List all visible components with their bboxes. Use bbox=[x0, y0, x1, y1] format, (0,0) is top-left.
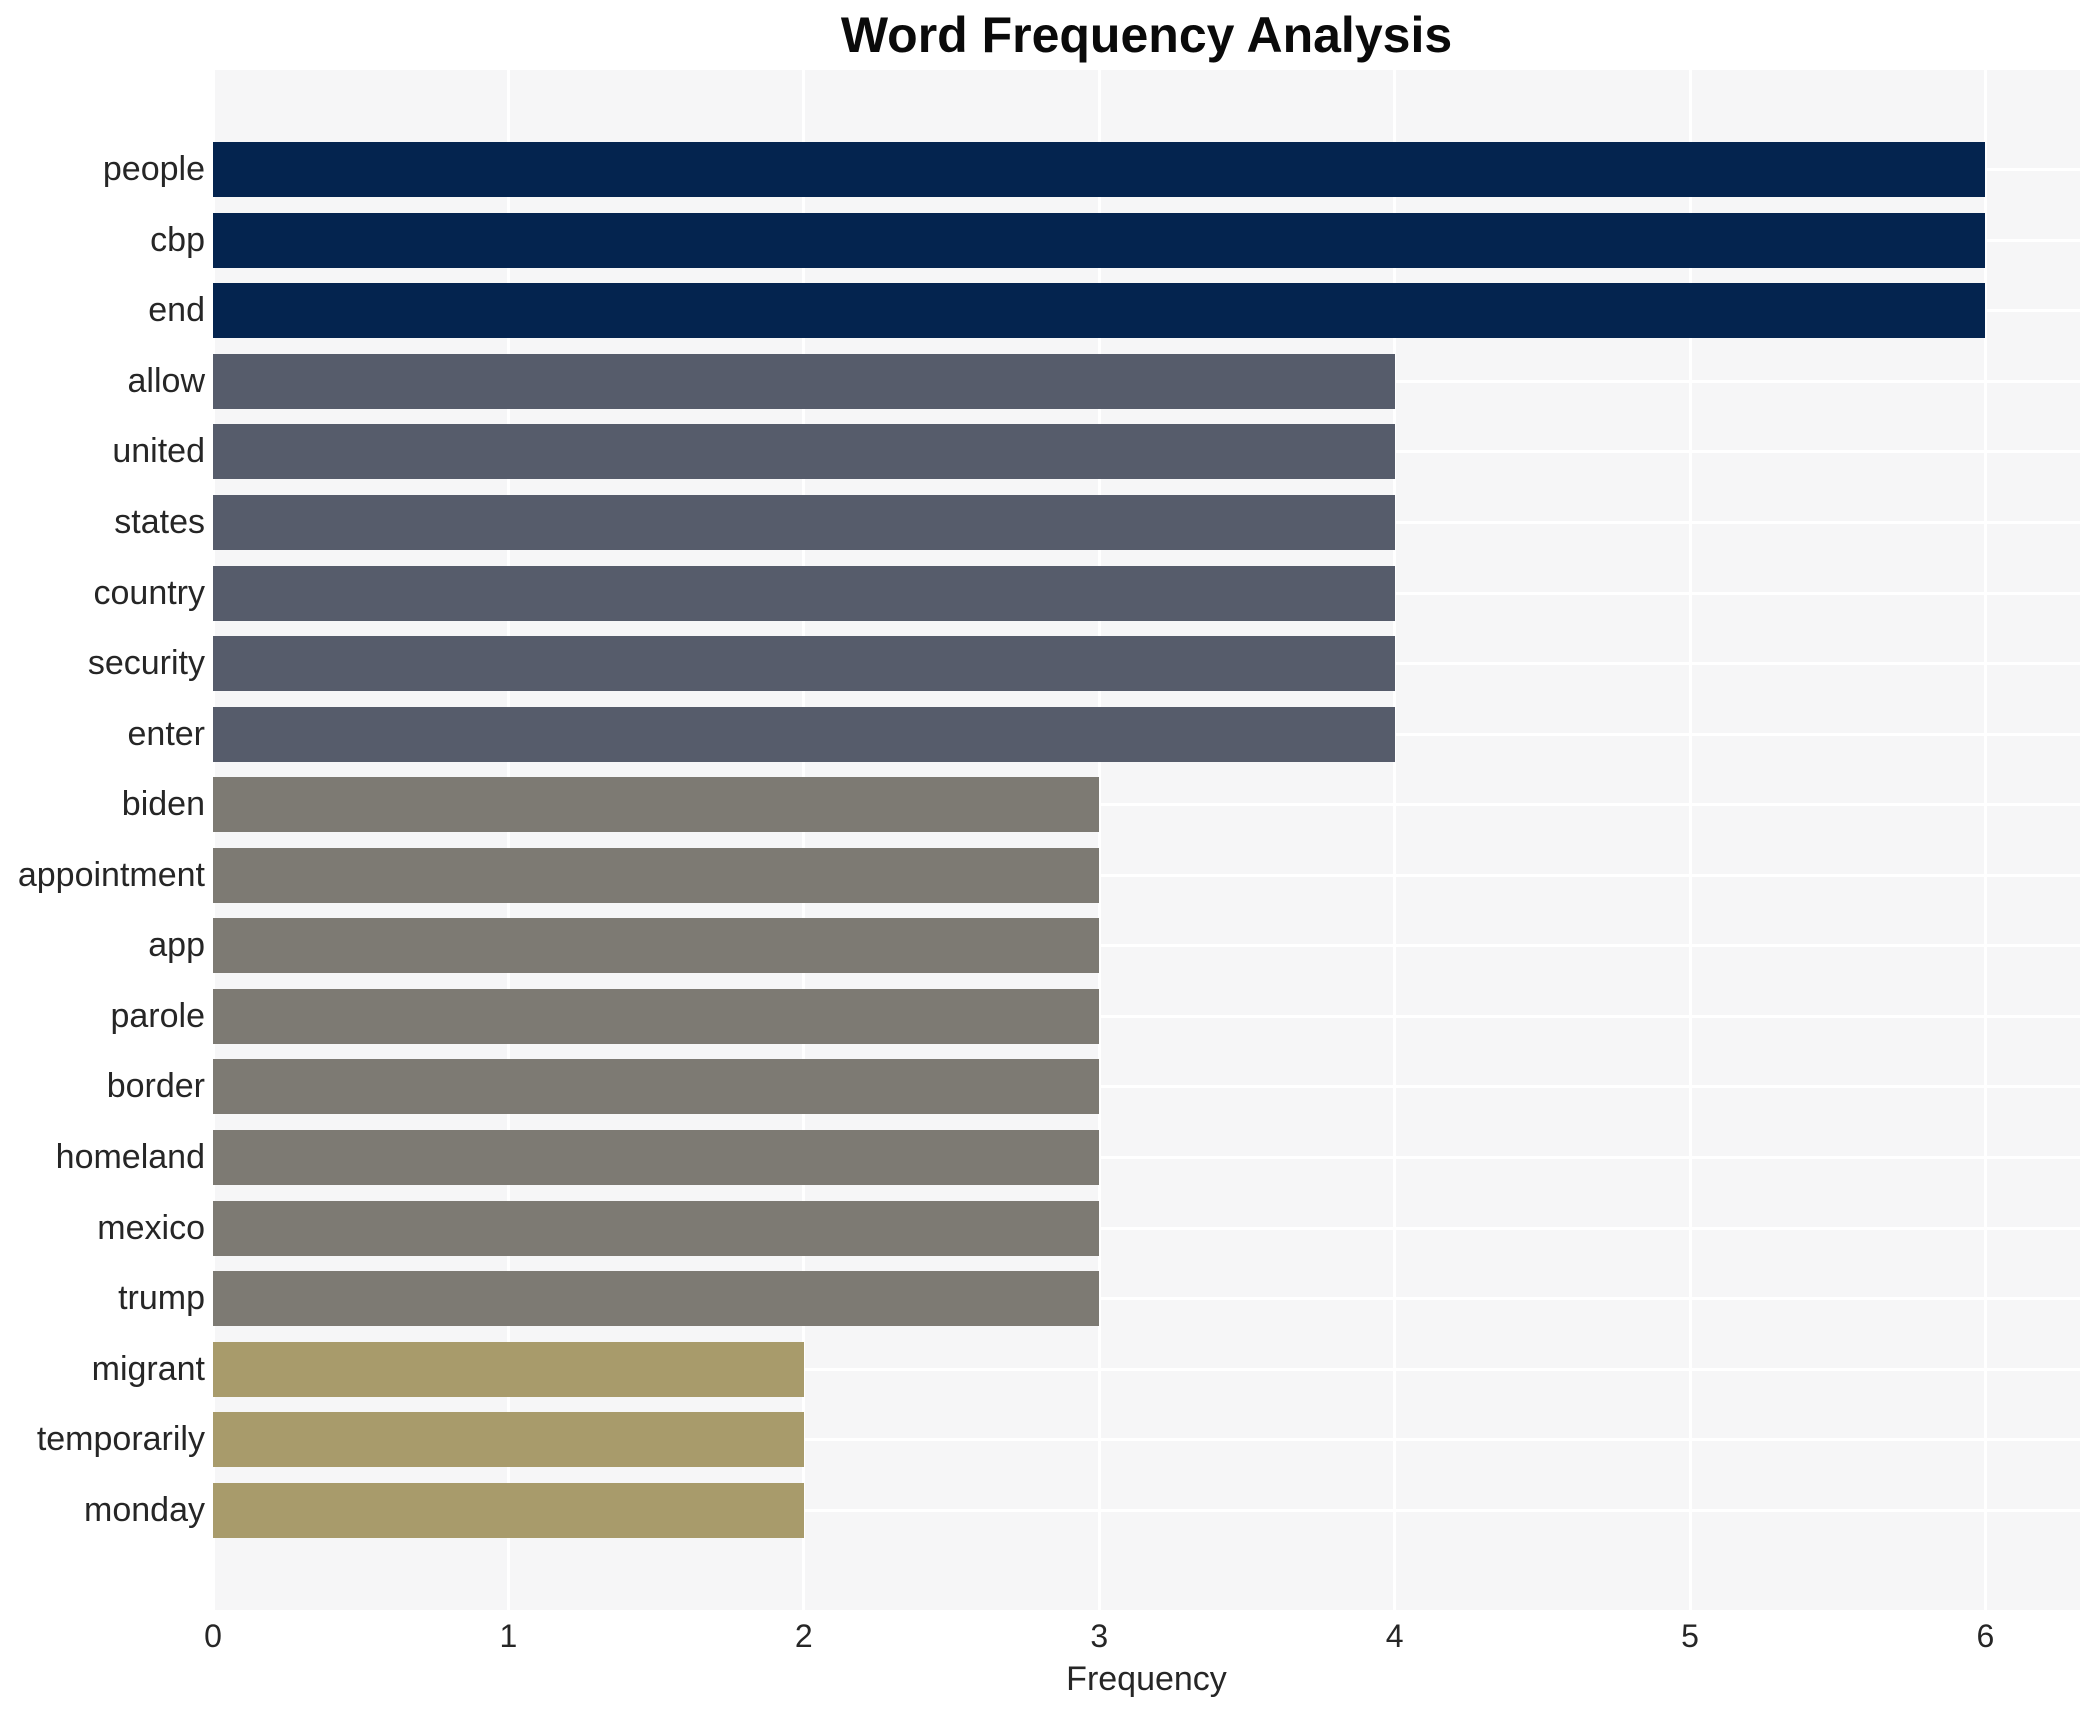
x-tick-label-1: 1 bbox=[499, 1618, 518, 1654]
y-tick-label-states: states bbox=[114, 503, 205, 542]
y-gridline-border bbox=[213, 1085, 2080, 1089]
y-tick-label-security: security bbox=[87, 644, 205, 683]
bar-migrant bbox=[213, 1341, 804, 1397]
bar-end bbox=[213, 283, 1986, 339]
y-gridline-app bbox=[213, 944, 2080, 948]
bar-appointment bbox=[213, 847, 1100, 903]
x-gridline-0 bbox=[211, 70, 215, 1610]
bar-parole bbox=[213, 988, 1100, 1044]
bar-mexico bbox=[213, 1200, 1100, 1256]
y-gridline-biden bbox=[213, 803, 2080, 807]
bar-united bbox=[213, 424, 1395, 480]
y-tick-label-united: united bbox=[112, 432, 205, 471]
x-gridline-3 bbox=[1097, 70, 1101, 1610]
y-tick-label-cbp: cbp bbox=[150, 220, 205, 259]
y-tick-label-temporarily: temporarily bbox=[36, 1420, 205, 1459]
bar-country bbox=[213, 565, 1395, 621]
y-tick-label-trump: trump bbox=[118, 1279, 205, 1318]
x-gridline-4 bbox=[1393, 70, 1397, 1610]
y-tick-label-monday: monday bbox=[84, 1490, 205, 1529]
y-tick-label-mexico: mexico bbox=[97, 1208, 205, 1247]
y-tick-label-end: end bbox=[148, 291, 205, 330]
y-gridline-temporarily bbox=[213, 1438, 2080, 1442]
bar-homeland bbox=[213, 1129, 1100, 1185]
y-gridline-monday bbox=[213, 1508, 2080, 1512]
y-tick-label-appointment: appointment bbox=[17, 855, 205, 894]
x-tick-label-6: 6 bbox=[1976, 1618, 1995, 1654]
x-tick-label-4: 4 bbox=[1385, 1618, 1404, 1654]
x-tick-label-0: 0 bbox=[204, 1618, 222, 1654]
y-tick-label-parole: parole bbox=[110, 996, 205, 1035]
x-tick-label-3: 3 bbox=[1090, 1618, 1109, 1654]
bar-temporarily bbox=[213, 1412, 804, 1468]
plot-area bbox=[211, 70, 2080, 1610]
bar-trump bbox=[213, 1271, 1100, 1327]
x-gridline-6 bbox=[1983, 70, 1987, 1610]
y-gridline-parole bbox=[213, 1014, 2080, 1018]
x-tick-label-2: 2 bbox=[794, 1618, 813, 1654]
y-gridline-migrant bbox=[213, 1367, 2080, 1371]
bar-border bbox=[213, 1059, 1100, 1115]
bar-app bbox=[213, 918, 1100, 974]
y-gridline-mexico bbox=[213, 1226, 2080, 1230]
x-gridline-1 bbox=[506, 70, 510, 1610]
y-tick-label-app: app bbox=[148, 926, 205, 965]
y-gridline-appointment bbox=[213, 873, 2080, 877]
y-gridline-homeland bbox=[213, 1155, 2080, 1159]
bar-states bbox=[213, 495, 1395, 551]
bar-biden bbox=[213, 777, 1100, 833]
bar-enter bbox=[213, 706, 1395, 762]
y-gridline-trump bbox=[213, 1297, 2080, 1301]
y-tick-label-enter: enter bbox=[127, 714, 206, 753]
y-tick-label-country: country bbox=[93, 573, 206, 612]
y-tick-label-allow: allow bbox=[127, 361, 205, 400]
x-gridline-2 bbox=[802, 70, 806, 1610]
y-tick-label-people: people bbox=[102, 150, 205, 189]
y-tick-label-migrant: migrant bbox=[91, 1349, 205, 1388]
y-tick-label-border: border bbox=[106, 1067, 205, 1106]
x-gridline-5 bbox=[1688, 70, 1692, 1610]
bar-security bbox=[213, 636, 1395, 692]
y-tick-label-biden: biden bbox=[121, 785, 205, 824]
bar-allow bbox=[213, 353, 1395, 409]
bar-cbp bbox=[213, 212, 1986, 268]
bar-monday bbox=[213, 1482, 804, 1538]
x-axis-label: Frequency bbox=[1066, 1660, 1227, 1698]
chart-title: Word Frequency Analysis bbox=[840, 7, 1453, 63]
x-tick-label-5: 5 bbox=[1681, 1618, 1699, 1654]
y-tick-label-homeland: homeland bbox=[55, 1137, 205, 1176]
bar-people bbox=[213, 142, 1986, 198]
